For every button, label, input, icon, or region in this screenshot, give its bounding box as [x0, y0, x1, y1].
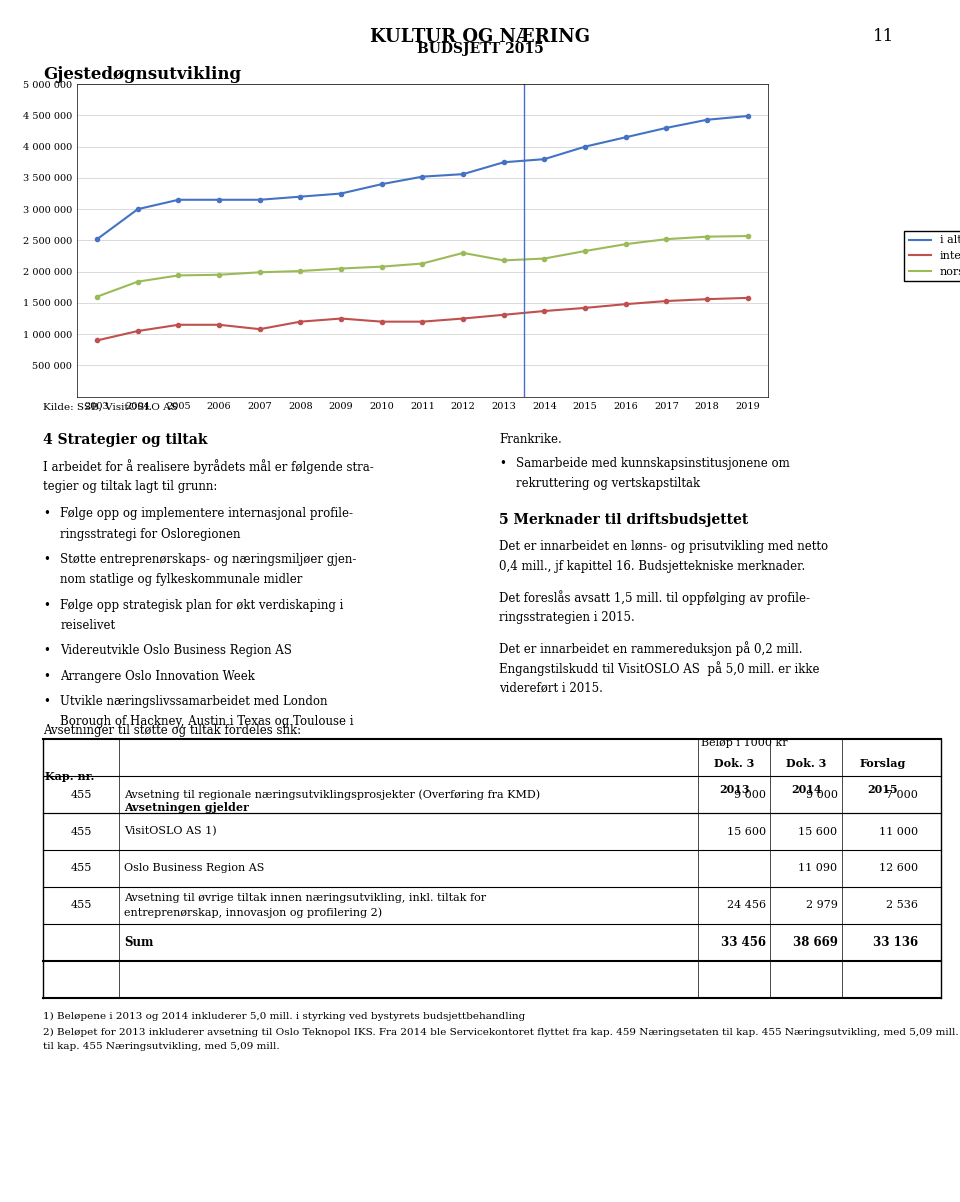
Text: KULTUR OG NÆRING: KULTUR OG NÆRING [370, 28, 590, 46]
Text: •: • [43, 644, 50, 657]
Text: Det er innarbeidet en lønns- og prisutvikling med netto: Det er innarbeidet en lønns- og prisutvi… [499, 540, 828, 553]
Text: Avsetning til øvrige tiltak innen næringsutvikling, inkl. tiltak for: Avsetning til øvrige tiltak innen næring… [124, 893, 486, 903]
Text: BUDSJETT 2015: BUDSJETT 2015 [417, 42, 543, 56]
Text: Videreutvikle Oslo Business Region AS: Videreutvikle Oslo Business Region AS [60, 644, 293, 657]
Text: tegier og tiltak lagt til grunn:: tegier og tiltak lagt til grunn: [43, 480, 218, 493]
Text: Dok. 3: Dok. 3 [786, 757, 827, 769]
Text: 455: 455 [70, 863, 91, 874]
Text: 11 000: 11 000 [879, 827, 919, 837]
Text: •: • [43, 695, 50, 708]
Text: Avsetningen gjelder: Avsetningen gjelder [124, 802, 249, 813]
Text: 9 000: 9 000 [805, 790, 837, 799]
Text: Utvikle næringslivssamarbeidet med London: Utvikle næringslivssamarbeidet med Londo… [60, 695, 328, 708]
Text: •: • [499, 457, 506, 470]
Text: Borough of Hackney, Austin i Texas og Toulouse i: Borough of Hackney, Austin i Texas og To… [60, 715, 354, 728]
Text: 38 669: 38 669 [793, 936, 837, 948]
Text: 12 600: 12 600 [879, 863, 919, 874]
Text: Det foreslås avsatt 1,5 mill. til oppfølging av profile-: Det foreslås avsatt 1,5 mill. til oppføl… [499, 590, 810, 605]
Text: Kilde: SSB, VisitOSLO AS: Kilde: SSB, VisitOSLO AS [43, 403, 178, 411]
Text: rekruttering og vertskapstiltak: rekruttering og vertskapstiltak [516, 477, 701, 490]
Text: videreført i 2015.: videreført i 2015. [499, 682, 603, 695]
Text: 7 000: 7 000 [886, 790, 919, 799]
Text: Samarbeide med kunnskapsinstitusjonene om: Samarbeide med kunnskapsinstitusjonene o… [516, 457, 790, 470]
Text: 4 Strategier og tiltak: 4 Strategier og tiltak [43, 433, 207, 447]
Text: Støtte entreprenørskaps- og næringsmiljøer gjen-: Støtte entreprenørskaps- og næringsmiljø… [60, 553, 357, 566]
Text: Oslo Business Region AS: Oslo Business Region AS [124, 863, 264, 874]
Text: •: • [43, 507, 50, 520]
Text: 11: 11 [873, 28, 894, 44]
Text: 2015: 2015 [867, 784, 898, 795]
Text: 2013: 2013 [719, 784, 750, 795]
Text: Avsetning til regionale næringsutviklingsprosjekter (Overføring fra KMD): Avsetning til regionale næringsutvikling… [124, 790, 540, 799]
Text: 455: 455 [70, 790, 91, 799]
Text: 2) Beløpet for 2013 inkluderer avsetning til Oslo Teknopol IKS. Fra 2014 ble Ser: 2) Beløpet for 2013 inkluderer avsetning… [43, 1028, 959, 1037]
Text: Det er innarbeidet en rammereduksjon på 0,2 mill.: Det er innarbeidet en rammereduksjon på … [499, 641, 803, 655]
Text: 455: 455 [70, 827, 91, 837]
Text: Følge opp strategisk plan for økt verdiskaping i: Følge opp strategisk plan for økt verdis… [60, 599, 344, 612]
Text: •: • [43, 553, 50, 566]
Legend: i alt, internasjonale, norske: i alt, internasjonale, norske [904, 231, 960, 281]
Text: Sum: Sum [124, 936, 154, 948]
Text: I arbeidet for å realisere byrådets mål er følgende stra-: I arbeidet for å realisere byrådets mål … [43, 459, 374, 474]
Text: •: • [43, 670, 50, 683]
Text: Engangstilskudd til VisitOSLO AS  på 5,0 mill. er ikke: Engangstilskudd til VisitOSLO AS på 5,0 … [499, 661, 820, 676]
Text: entreprenørskap, innovasjon og profilering 2): entreprenørskap, innovasjon og profileri… [124, 908, 382, 918]
Text: Avsetninger til støtte og tiltak fordeles slik:: Avsetninger til støtte og tiltak fordele… [43, 724, 301, 737]
Text: 5 Merknader til driftsbudsjettet: 5 Merknader til driftsbudsjettet [499, 513, 749, 528]
Text: Gjestedøgnsutvikling: Gjestedøgnsutvikling [43, 66, 241, 83]
Text: reiselivet: reiselivet [60, 619, 115, 632]
Text: 2 979: 2 979 [805, 900, 837, 910]
Text: nom statlige og fylkeskommunale midler: nom statlige og fylkeskommunale midler [60, 573, 302, 587]
Text: 1) Beløpene i 2013 og 2014 inkluderer 5,0 mill. i styrking ved bystyrets budsjet: 1) Beløpene i 2013 og 2014 inkluderer 5,… [43, 1012, 525, 1022]
Text: til kap. 455 Næringsutvikling, med 5,09 mill.: til kap. 455 Næringsutvikling, med 5,09 … [43, 1042, 279, 1051]
Text: 15 600: 15 600 [799, 827, 837, 837]
Text: ringsstrategi for Osloregionen: ringsstrategi for Osloregionen [60, 528, 241, 541]
Text: Forslag: Forslag [859, 757, 905, 769]
Text: 2 536: 2 536 [886, 900, 919, 910]
Text: 2014: 2014 [791, 784, 822, 795]
Text: Kap. nr.: Kap. nr. [45, 770, 94, 781]
Text: 9 000: 9 000 [733, 790, 766, 799]
Text: 455: 455 [70, 900, 91, 910]
Text: 33 136: 33 136 [874, 936, 919, 948]
Text: 15 600: 15 600 [727, 827, 766, 837]
Text: Følge opp og implementere internasjonal profile-: Følge opp og implementere internasjonal … [60, 507, 353, 520]
Text: 0,4 mill., jf kapittel 16. Budsjettekniske merknader.: 0,4 mill., jf kapittel 16. Budsjetteknis… [499, 560, 805, 573]
Text: ringsstrategien i 2015.: ringsstrategien i 2015. [499, 611, 635, 624]
Text: Arrangere Oslo Innovation Week: Arrangere Oslo Innovation Week [60, 670, 255, 683]
Text: •: • [43, 599, 50, 612]
Text: 33 456: 33 456 [721, 936, 766, 948]
Text: 11 090: 11 090 [799, 863, 837, 874]
Text: VisitOSLO AS 1): VisitOSLO AS 1) [124, 826, 217, 837]
Text: Frankrike.: Frankrike. [499, 433, 562, 446]
Text: Beløp i 1000 kr: Beløp i 1000 kr [701, 738, 787, 748]
Text: 24 456: 24 456 [727, 900, 766, 910]
Text: Dok. 3: Dok. 3 [714, 757, 755, 769]
